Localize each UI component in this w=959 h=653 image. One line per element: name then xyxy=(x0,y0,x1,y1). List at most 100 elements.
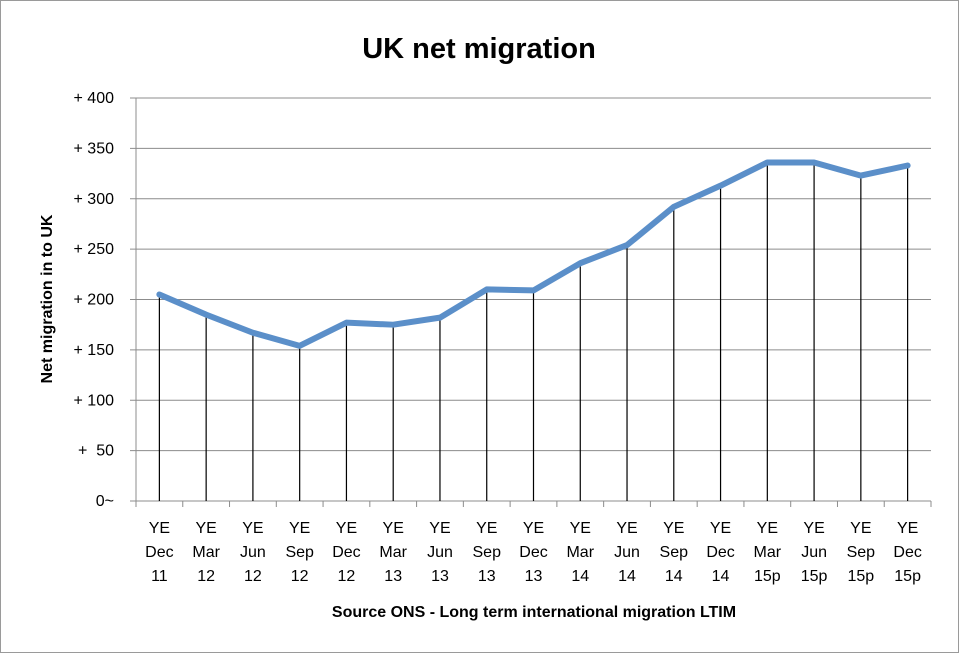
x-tick-label-line: 14 xyxy=(618,568,636,585)
x-tick-label-line: Dec xyxy=(145,544,173,561)
y-tick-label: + 300 xyxy=(74,191,115,208)
data-point xyxy=(719,184,723,188)
x-tick-label-line: Mar xyxy=(192,544,220,561)
x-tick-labels: YE Dec 11 YE Mar 12 YE Jun 12 YE Sep 12 YE Dec 12 YE Mar… xyxy=(145,520,922,585)
x-tick-label: YE Sep 12 xyxy=(285,520,314,585)
x-tick-label-line: 15p xyxy=(754,568,781,585)
x-tick-label-line: Sep xyxy=(847,544,876,561)
data-point xyxy=(532,288,535,292)
x-tick-label-line: YE xyxy=(383,520,404,537)
x-tick-label: YE Sep 15p xyxy=(847,520,876,585)
x-tick-label-line: YE xyxy=(803,520,824,537)
data-point xyxy=(438,316,442,320)
x-tick-label-line: 14 xyxy=(712,568,730,585)
gridlines xyxy=(130,97,932,507)
x-tick-label-line: Mar xyxy=(566,544,594,561)
x-tick-label-line: Dec xyxy=(893,544,921,561)
x-tick-label-line: YE xyxy=(149,520,170,537)
y-tick-label: + 250 xyxy=(74,241,115,258)
x-tick-label-line: 13 xyxy=(431,568,449,585)
x-tick-label: YE Mar 13 xyxy=(379,520,407,585)
x-tick-label-line: Jun xyxy=(614,544,640,561)
x-tick-label-line: 13 xyxy=(525,568,543,585)
y-axis-title: Net migration in to UK xyxy=(39,214,56,383)
x-tick-label: YE Sep 13 xyxy=(473,520,502,585)
data-point xyxy=(859,174,863,178)
x-tick-label: YE Mar 15p xyxy=(754,520,782,585)
x-tick-label-line: Sep xyxy=(285,544,314,561)
x-tick-label-line: Jun xyxy=(801,544,827,561)
x-tick-label: YE Dec 12 xyxy=(332,520,360,585)
x-tick-label-line: 15p xyxy=(848,568,875,585)
x-tick-label-line: YE xyxy=(897,520,918,537)
x-tick-label-line: YE xyxy=(336,520,357,537)
data-point xyxy=(765,160,769,164)
x-tick-label: YE Dec 13 xyxy=(519,520,547,585)
x-tick-label-line: YE xyxy=(757,520,778,537)
x-tick-label-line: Dec xyxy=(519,544,547,561)
x-tick-label-line: 15p xyxy=(801,568,828,585)
x-axis-title: Source ONS - Long term international mig… xyxy=(332,604,736,621)
x-tick-label-line: 11 xyxy=(151,568,168,585)
x-tick-label-line: Sep xyxy=(660,544,689,561)
x-tick-label-line: YE xyxy=(523,520,544,537)
drop-lines xyxy=(158,162,909,501)
y-tick-labels: 0~ + 50 + 100 + 150 + 200 + 250 + 300 + 350 + 40… xyxy=(74,90,115,510)
y-tick-label: + 50 xyxy=(78,443,114,460)
x-tick-label-line: 14 xyxy=(665,568,683,585)
x-tick-label: YE Dec 15p xyxy=(893,520,921,585)
x-tick-label-line: 12 xyxy=(291,568,309,585)
data-point xyxy=(157,292,161,296)
x-tick-label: YE Jun 15p xyxy=(801,520,828,585)
data-point xyxy=(625,243,629,247)
x-tick-label-line: 15p xyxy=(894,568,921,585)
data-point xyxy=(344,321,348,325)
x-tick-label-line: Dec xyxy=(706,544,734,561)
x-tick-label-line: YE xyxy=(663,520,684,537)
data-point xyxy=(672,205,676,209)
x-tick-label: YE Sep 14 xyxy=(660,520,689,585)
y-tick-label: + 400 xyxy=(74,90,115,107)
x-tick-label-line: 14 xyxy=(571,568,589,585)
x-tick-label-line: 13 xyxy=(478,568,496,585)
x-tick-label: YE Jun 12 xyxy=(240,520,266,585)
x-tick-label: YE Jun 13 xyxy=(427,520,453,585)
x-tick-label-line: Mar xyxy=(754,544,782,561)
x-tick-label-line: YE xyxy=(850,520,871,537)
x-tick-label-line: YE xyxy=(616,520,637,537)
x-tick-label: YE Dec 11 xyxy=(145,520,173,585)
x-tick-label-line: Sep xyxy=(473,544,502,561)
x-tick-label-line: 13 xyxy=(384,568,402,585)
x-tick-label-line: Dec xyxy=(332,544,360,561)
x-tick-label-line: YE xyxy=(710,520,731,537)
x-tick-label-line: YE xyxy=(476,520,497,537)
x-tick-label: YE Dec 14 xyxy=(706,520,734,585)
x-tick-label-line: YE xyxy=(570,520,591,537)
data-point xyxy=(251,331,255,335)
y-tick-label: + 200 xyxy=(74,292,115,309)
data-point xyxy=(812,160,816,164)
x-tick-label-line: YE xyxy=(429,520,450,537)
x-tick-label-line: Mar xyxy=(379,544,407,561)
series-layer xyxy=(156,159,911,349)
y-tick-label: 0~ xyxy=(96,493,114,510)
y-tick-label: + 150 xyxy=(74,342,115,359)
data-point xyxy=(906,164,910,168)
y-tick-label: + 100 xyxy=(74,392,115,409)
x-tick-label-line: YE xyxy=(242,520,263,537)
x-tick-label: YE Mar 14 xyxy=(566,520,594,585)
data-point xyxy=(204,313,208,317)
x-tick-label-line: Jun xyxy=(240,544,266,561)
y-tick-label: + 350 xyxy=(74,140,115,157)
x-tick-label-line: 12 xyxy=(338,568,356,585)
data-point xyxy=(485,287,489,291)
data-point xyxy=(578,261,582,265)
x-tick-label: YE Mar 12 xyxy=(192,520,220,585)
x-tick-label-line: 12 xyxy=(244,568,262,585)
x-tick-label-line: 12 xyxy=(197,568,215,585)
chart-title: UK net migration xyxy=(362,33,596,65)
x-tick-label: YE Jun 14 xyxy=(614,520,640,585)
data-point xyxy=(391,323,395,327)
